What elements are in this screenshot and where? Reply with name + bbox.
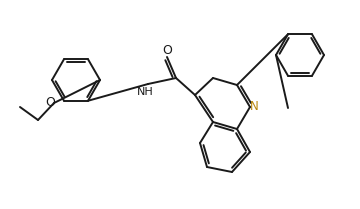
Text: NH: NH bbox=[137, 87, 153, 97]
Text: N: N bbox=[249, 101, 258, 113]
Text: O: O bbox=[162, 43, 172, 56]
Text: O: O bbox=[45, 96, 55, 108]
